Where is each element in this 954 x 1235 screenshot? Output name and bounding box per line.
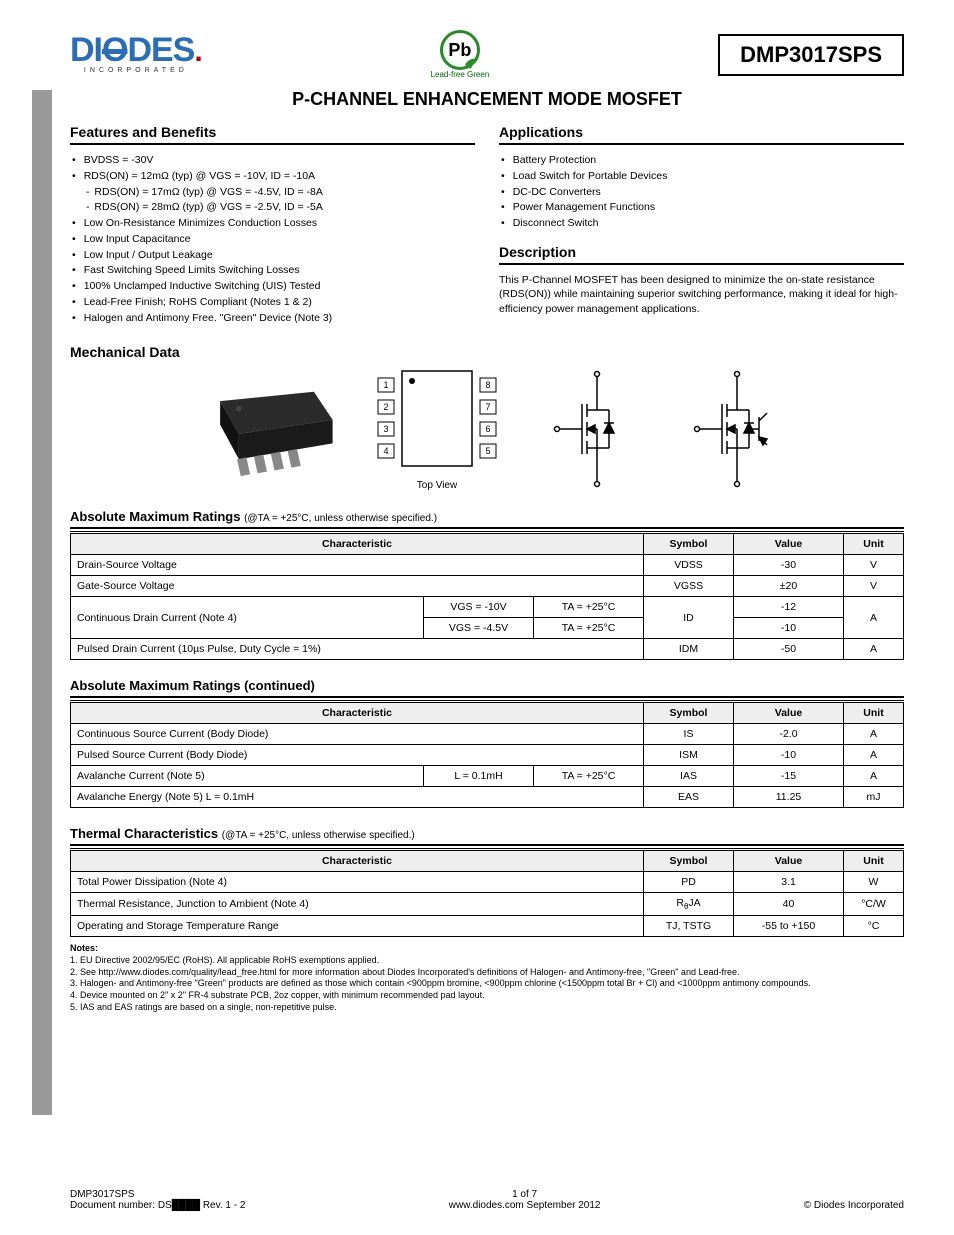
part-number: DMP3017SPS [718,34,904,76]
logo-subtext: INCORPORATED [84,67,188,74]
list-item: Fast Switching Speed Limits Switching Lo… [72,263,475,279]
note-line: 1. EU Directive 2002/95/EC (RoHS). All a… [70,955,379,965]
col-unit: Unit [844,702,904,724]
pb-label: Lead-free Green [431,70,490,79]
leadfree-badge: Pb Lead-free Green [431,30,490,79]
footer-part: DMP3017SPS [70,1189,134,1200]
col-characteristic: Characteristic [71,850,644,872]
col-unit: Unit [844,850,904,872]
header: DIODES. INCORPORATED Pb Lead-free Green … [70,30,904,79]
table-row: Total Power Dissipation (Note 4)PD3.1W [71,872,904,893]
svg-text:7: 7 [485,402,490,412]
list-item: Disconnect Switch [501,216,904,232]
svg-text:1: 1 [383,380,388,390]
abs-max-section: Absolute Maximum Ratings (@TA = +25°C, u… [70,509,904,660]
table-row: Pulsed Source Current (Body Diode) ISM -… [71,745,904,766]
pb-icon: Pb [440,30,480,70]
abs-max2-heading: Absolute Maximum Ratings (continued) [70,678,904,698]
note-line: 2. See http://www.diodes.com/quality/lea… [70,967,739,977]
schematic-symbol [532,369,642,489]
footer: DMP3017SPS Document number: DS████ Rev. … [70,1189,904,1211]
abs-max2-section: Absolute Maximum Ratings (continued) Cha… [70,678,904,808]
equivalent-circuit [672,369,782,489]
page-title: P-CHANNEL ENHANCEMENT MODE MOSFET [70,89,904,110]
col-symbol: Symbol [644,702,734,724]
col-value: Value [734,850,844,872]
svg-text:5: 5 [485,446,490,456]
list-item: Lead-Free Finish; RoHS Compliant (Notes … [72,295,475,311]
abs-max-table: Characteristic Symbol Value Unit Drain-S… [70,531,904,660]
abs-max-note: (@TA = +25°C, unless otherwise specified… [244,513,437,524]
col-characteristic: Characteristic [71,702,644,724]
footer-page: 1 of 7 [512,1189,537,1200]
left-grey-bar [32,90,52,1115]
abs-max2-table: Characteristic Symbol Value Unit Continu… [70,700,904,808]
table-row: Pulsed Drain Current (10µs Pulse, Duty C… [71,639,904,660]
description-text: This P-Channel MOSFET has been designed … [499,273,904,317]
list-item: RDS(ON) = 12mΩ (typ) @ VGS = -10V, ID = … [72,169,475,216]
col-unit: Unit [844,533,904,555]
package-3d-icon [192,373,342,486]
table-row: Continuous Drain Current (Note 4) VGS = … [71,597,904,618]
features-heading: Features and Benefits [70,124,475,145]
note-line: 3. Halogen- and Antimony-free "Green" pr… [70,978,811,988]
table-row: Operating and Storage Temperature RangeT… [71,916,904,937]
logo: DIODES. INCORPORATED [70,35,202,75]
rdson-10v: RDS(ON) = 12mΩ (typ) @ VGS = -10V, ID = … [84,170,315,182]
list-item: BVDSS = -30V [72,153,475,169]
thermal-heading: Thermal Characteristics [70,826,218,841]
topview-label: Top View [417,480,457,491]
thermal-table: Characteristic Symbol Value Unit Total P… [70,848,904,937]
mechanical-heading: Mechanical Data [70,344,904,360]
svg-text:3: 3 [383,424,388,434]
summary-columns: Features and Benefits BVDSS = -30V RDS(O… [70,124,904,326]
list-item: Battery Protection [501,153,904,169]
svg-text:8: 8 [485,380,490,390]
list-item: Power Management Functions [501,200,904,216]
list-item: Low On-Resistance Minimizes Conduction L… [72,216,475,232]
list-item: DC-DC Converters [501,185,904,201]
applications-heading: Applications [499,124,904,145]
svg-text:4: 4 [383,446,388,456]
list-item: RDS(ON) = 17mΩ (typ) @ VGS = -4.5V, ID =… [86,185,475,201]
col-value: Value [734,702,844,724]
col-characteristic: Characteristic [71,533,644,555]
table-row: Continuous Source Current (Body Diode) I… [71,724,904,745]
description-heading: Description [499,244,904,265]
list-item: 100% Unclamped Inductive Switching (UIS)… [72,279,475,295]
features-list: BVDSS = -30V RDS(ON) = 12mΩ (typ) @ VGS … [70,153,475,326]
thermal-section: Thermal Characteristics (@TA = +25°C, un… [70,826,904,937]
note-line: 4. Device mounted on 2" x 2" FR-4 substr… [70,990,485,1000]
list-item: Low Input / Output Leakage [72,248,475,264]
mechanical-row: 1 2 3 4 8 7 6 5 Top View [70,366,904,491]
col-symbol: Symbol [644,850,734,872]
list-item: RDS(ON) = 28mΩ (typ) @ VGS = -2.5V, ID =… [86,200,475,216]
list-item: Low Input Capacitance [72,232,475,248]
notes-heading: Notes: [70,943,98,953]
applications-col: Applications Battery Protection Load Swi… [499,124,904,326]
table-row: Drain-Source Voltage VDSS -30 V [71,555,904,576]
col-symbol: Symbol [644,533,734,555]
logo-text: DIODES. [70,35,202,66]
note-line: 5. IAS and EAS ratings are based on a si… [70,1002,337,1012]
table-row: Thermal Resistance, Junction to Ambient … [71,893,904,916]
table-row: Gate-Source Voltage VGSS ±20 V [71,576,904,597]
notes-block: Notes: 1. EU Directive 2002/95/EC (RoHS)… [70,943,904,1013]
footer-copyright: © Diodes Incorporated [804,1200,904,1211]
footer-doc: Document number: DS████ Rev. 1 - 2 [70,1200,245,1211]
col-value: Value [734,533,844,555]
table-row: Avalanche Current (Note 5) L = 0.1mH TA … [71,766,904,787]
list-item: Load Switch for Portable Devices [501,169,904,185]
abs-max-heading: Absolute Maximum Ratings [70,509,240,524]
applications-list: Battery Protection Load Switch for Porta… [499,153,904,232]
svg-text:6: 6 [485,424,490,434]
table-row: Avalanche Energy (Note 5) L = 0.1mH EAS … [71,787,904,808]
pinout-diagram: 1 2 3 4 8 7 6 5 [372,366,502,476]
svg-text:2: 2 [383,402,388,412]
list-item: Halogen and Antimony Free. "Green" Devic… [72,311,475,327]
thermal-note: (@TA = +25°C, unless otherwise specified… [222,830,415,841]
features-col: Features and Benefits BVDSS = -30V RDS(O… [70,124,475,326]
footer-url: www.diodes.com September 2012 [449,1200,601,1211]
